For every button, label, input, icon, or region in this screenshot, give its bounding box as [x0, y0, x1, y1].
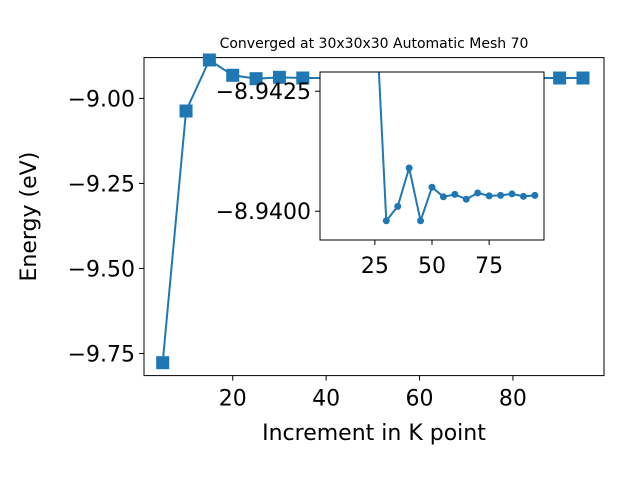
inset-y-tick-label: −8.9400 [216, 200, 311, 225]
inset-x-tick-label: 75 [475, 254, 503, 279]
data-point [296, 71, 310, 85]
data-point [156, 356, 170, 370]
inset-data-point [519, 192, 527, 200]
inset-y-tick-label: −8.9425 [216, 80, 311, 105]
data-point [576, 71, 590, 85]
inset-data-point [439, 193, 447, 201]
inset-y-ticks: −8.9425 −8.9400 [216, 80, 320, 225]
main-x-ticks: 20 40 60 80 [219, 375, 527, 412]
inset-data-point [382, 217, 390, 225]
data-point [249, 72, 263, 86]
y-axis-label: Energy (eV) [17, 152, 42, 282]
data-point [553, 71, 567, 85]
y-tick-label: −9.00 [68, 87, 135, 112]
inset-x-ticks: 25 50 75 [361, 240, 503, 279]
inset-data-point [474, 189, 482, 197]
x-axis-label: Increment in K point [262, 421, 486, 446]
main-y-ticks: −9.75 −9.50 −9.25 −9.00 [68, 87, 144, 367]
data-point [272, 70, 286, 84]
y-tick-label: −9.25 [68, 172, 135, 197]
chart-title: Converged at 30x30x30 Automatic Mesh 70 [220, 36, 529, 52]
y-tick-label: −9.50 [68, 257, 135, 282]
inset-data-point [417, 217, 425, 225]
y-tick-label: −9.75 [68, 342, 135, 367]
data-point [179, 104, 193, 118]
inset-data-point [462, 195, 470, 203]
inset-data-point [428, 183, 436, 191]
inset-data-point [451, 190, 459, 198]
x-tick-label: 40 [312, 387, 340, 412]
data-point [226, 68, 240, 82]
inset-x-tick-label: 25 [361, 254, 389, 279]
inset-x-tick-label: 50 [418, 254, 446, 279]
inset-data-point [405, 164, 413, 172]
inset-data-point [485, 192, 493, 200]
inset-data-point [497, 191, 505, 199]
x-tick-label: 80 [499, 387, 527, 412]
inset-series [377, 72, 539, 225]
main-plot-frame [143, 57, 605, 377]
inset-data-point [508, 190, 516, 198]
data-point [202, 53, 216, 67]
x-tick-label: 60 [406, 387, 434, 412]
x-tick-label: 20 [219, 387, 247, 412]
inset-data-point [394, 202, 402, 210]
main-plot: Converged at 30x30x30 Automatic Mesh 70 … [17, 36, 605, 446]
inset-plot: 25 50 75 −8.9425 −8.9400 [216, 71, 545, 279]
inset-plot-background [320, 72, 544, 240]
inset-data-point [531, 191, 539, 199]
